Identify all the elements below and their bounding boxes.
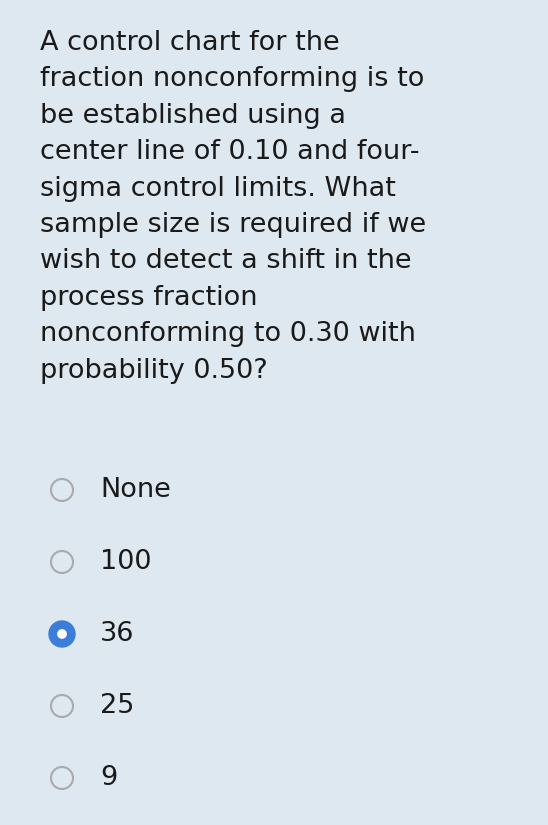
Circle shape [51,695,73,717]
Circle shape [51,479,73,501]
Text: A control chart for the
fraction nonconforming is to
be established using a
cent: A control chart for the fraction nonconf… [40,30,426,384]
Text: 25: 25 [100,693,134,719]
Text: None: None [100,477,171,503]
Text: 100: 100 [100,549,151,575]
Text: 36: 36 [100,621,134,647]
Circle shape [58,629,66,639]
Text: 9: 9 [100,765,117,791]
Circle shape [51,551,73,573]
Circle shape [51,767,73,789]
Circle shape [49,621,75,647]
Circle shape [51,623,73,645]
